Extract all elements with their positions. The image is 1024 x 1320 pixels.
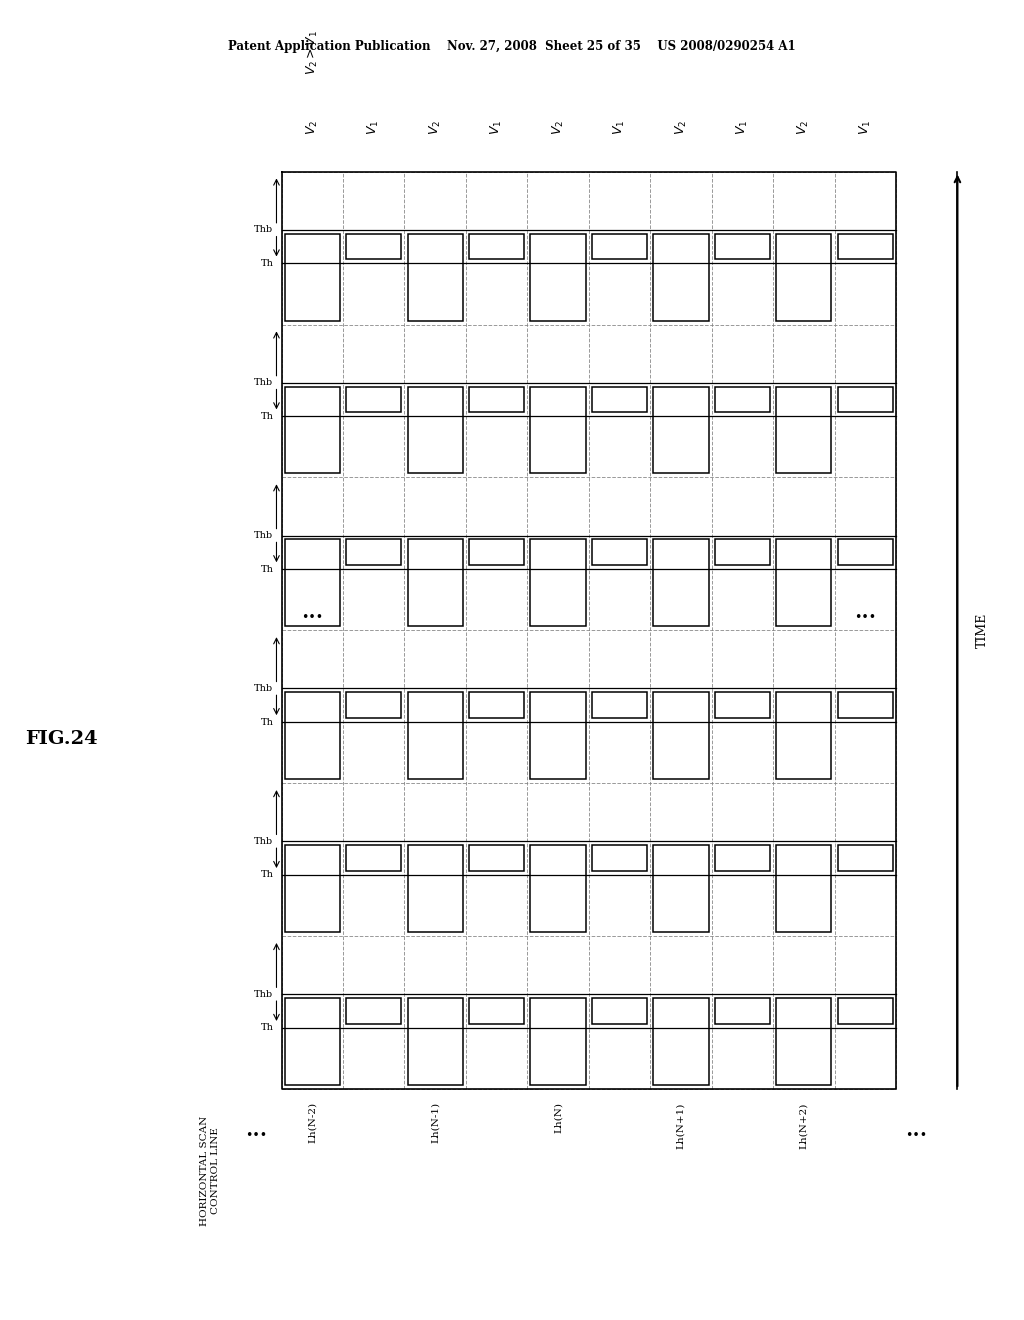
Text: •••: •••	[301, 611, 324, 623]
Bar	[530, 693, 586, 779]
Text: $V_2>V_1$: $V_2>V_1$	[305, 30, 319, 75]
Text: Thb: Thb	[254, 531, 273, 540]
Text: •••: •••	[245, 1129, 267, 1142]
Bar	[653, 845, 709, 932]
Text: $V_1$: $V_1$	[367, 119, 381, 135]
Text: Thb: Thb	[254, 990, 273, 999]
Bar	[653, 387, 709, 474]
Bar	[715, 387, 770, 412]
Text: Lh(N+2): Lh(N+2)	[800, 1102, 808, 1148]
Bar	[838, 845, 893, 871]
Bar	[838, 234, 893, 260]
Text: Thb: Thb	[254, 378, 273, 387]
Bar	[530, 540, 586, 627]
Text: Lh(N-1): Lh(N-1)	[431, 1102, 439, 1143]
Bar	[408, 234, 463, 321]
Text: FIG.24: FIG.24	[26, 730, 97, 748]
Text: $V_2$: $V_2$	[797, 120, 811, 135]
Bar	[653, 693, 709, 779]
Bar	[285, 387, 340, 474]
Bar	[776, 387, 831, 474]
Bar	[776, 998, 831, 1085]
Bar	[653, 998, 709, 1085]
Text: Lh(N): Lh(N)	[554, 1102, 562, 1133]
Bar	[408, 998, 463, 1085]
Bar	[838, 387, 893, 412]
Bar	[408, 845, 463, 932]
Text: $V_2$: $V_2$	[305, 120, 319, 135]
Text: Patent Application Publication    Nov. 27, 2008  Sheet 25 of 35    US 2008/02902: Patent Application Publication Nov. 27, …	[228, 40, 796, 53]
Text: Thb: Thb	[254, 226, 273, 234]
Bar	[346, 845, 401, 871]
Bar	[715, 845, 770, 871]
Text: Th: Th	[260, 870, 273, 879]
Bar	[592, 234, 647, 260]
Bar	[530, 845, 586, 932]
Bar	[285, 998, 340, 1085]
Text: HORIZONTAL SCAN
CONTROL LINE: HORIZONTAL SCAN CONTROL LINE	[201, 1115, 219, 1226]
Bar	[285, 234, 340, 321]
Text: Thb: Thb	[254, 684, 273, 693]
Bar	[653, 234, 709, 321]
Bar	[285, 693, 340, 779]
Bar	[469, 998, 524, 1024]
Bar	[346, 234, 401, 260]
Bar	[592, 387, 647, 412]
Text: $V_1$: $V_1$	[612, 119, 627, 135]
Bar	[469, 234, 524, 260]
Bar	[592, 540, 647, 565]
Text: Th: Th	[260, 565, 273, 574]
Bar	[776, 540, 831, 627]
Bar	[469, 693, 524, 718]
Text: Th: Th	[260, 412, 273, 421]
Bar	[408, 693, 463, 779]
Bar	[408, 387, 463, 474]
Text: $V_2$: $V_2$	[428, 120, 442, 135]
Bar	[469, 540, 524, 565]
Text: Lh(N-2): Lh(N-2)	[308, 1102, 316, 1143]
Bar	[346, 540, 401, 565]
Text: $V_2$: $V_2$	[674, 120, 688, 135]
Bar	[715, 693, 770, 718]
Text: •••: •••	[905, 1129, 928, 1142]
Bar	[776, 845, 831, 932]
Bar	[776, 693, 831, 779]
Bar	[408, 540, 463, 627]
Bar	[469, 845, 524, 871]
Text: $V_1$: $V_1$	[735, 119, 750, 135]
Bar	[346, 998, 401, 1024]
Bar	[592, 845, 647, 871]
Text: Th: Th	[260, 1023, 273, 1032]
Bar	[346, 387, 401, 412]
Bar	[838, 693, 893, 718]
Text: •••: •••	[854, 611, 877, 623]
Text: TIME: TIME	[976, 612, 989, 648]
Bar	[776, 234, 831, 321]
Text: Th: Th	[260, 718, 273, 726]
Bar	[715, 234, 770, 260]
Bar	[530, 998, 586, 1085]
Bar	[653, 540, 709, 627]
Bar	[838, 540, 893, 565]
Text: $V_1$: $V_1$	[489, 119, 504, 135]
Bar	[715, 540, 770, 565]
Bar	[715, 998, 770, 1024]
Bar	[592, 998, 647, 1024]
Bar	[592, 693, 647, 718]
Bar	[838, 998, 893, 1024]
Text: Th: Th	[260, 259, 273, 268]
Bar	[285, 845, 340, 932]
Bar	[346, 693, 401, 718]
Text: $V_2$: $V_2$	[551, 120, 565, 135]
Text: Lh(N+1): Lh(N+1)	[677, 1102, 685, 1148]
Bar	[530, 387, 586, 474]
Bar	[530, 234, 586, 321]
Text: Thb: Thb	[254, 837, 273, 846]
Text: $V_1$: $V_1$	[858, 119, 872, 135]
Bar	[469, 387, 524, 412]
Bar	[285, 540, 340, 627]
